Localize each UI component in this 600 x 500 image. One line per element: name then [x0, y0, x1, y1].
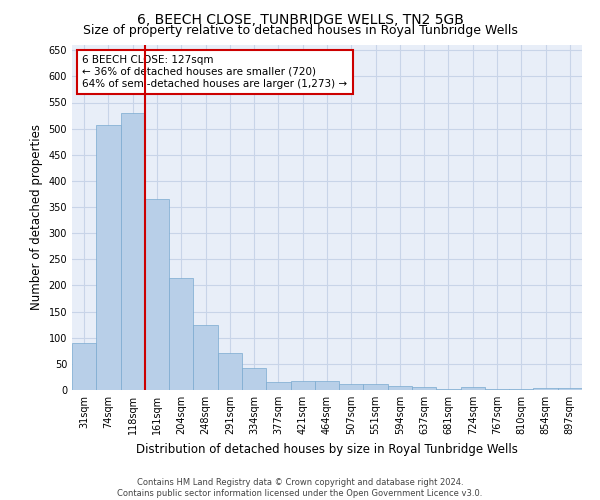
Bar — [96, 125, 121, 390]
Bar — [533, 388, 558, 390]
Bar — [339, 384, 364, 390]
Bar — [169, 278, 193, 390]
Text: Size of property relative to detached houses in Royal Tunbridge Wells: Size of property relative to detached ho… — [83, 24, 517, 37]
Bar — [364, 384, 388, 390]
Bar — [315, 380, 339, 390]
Bar — [72, 343, 96, 390]
Y-axis label: Number of detached properties: Number of detached properties — [30, 124, 43, 310]
Text: 6 BEECH CLOSE: 127sqm
← 36% of detached houses are smaller (720)
64% of semi-det: 6 BEECH CLOSE: 127sqm ← 36% of detached … — [82, 56, 347, 88]
Bar — [266, 382, 290, 390]
Bar — [193, 324, 218, 390]
Text: 6, BEECH CLOSE, TUNBRIDGE WELLS, TN2 5GB: 6, BEECH CLOSE, TUNBRIDGE WELLS, TN2 5GB — [137, 12, 463, 26]
Bar — [145, 199, 169, 390]
X-axis label: Distribution of detached houses by size in Royal Tunbridge Wells: Distribution of detached houses by size … — [136, 442, 518, 456]
Bar — [218, 354, 242, 390]
Bar — [388, 386, 412, 390]
Bar — [242, 368, 266, 390]
Bar — [558, 388, 582, 390]
Text: Contains HM Land Registry data © Crown copyright and database right 2024.
Contai: Contains HM Land Registry data © Crown c… — [118, 478, 482, 498]
Bar — [461, 388, 485, 390]
Bar — [290, 380, 315, 390]
Bar — [412, 388, 436, 390]
Bar — [121, 113, 145, 390]
